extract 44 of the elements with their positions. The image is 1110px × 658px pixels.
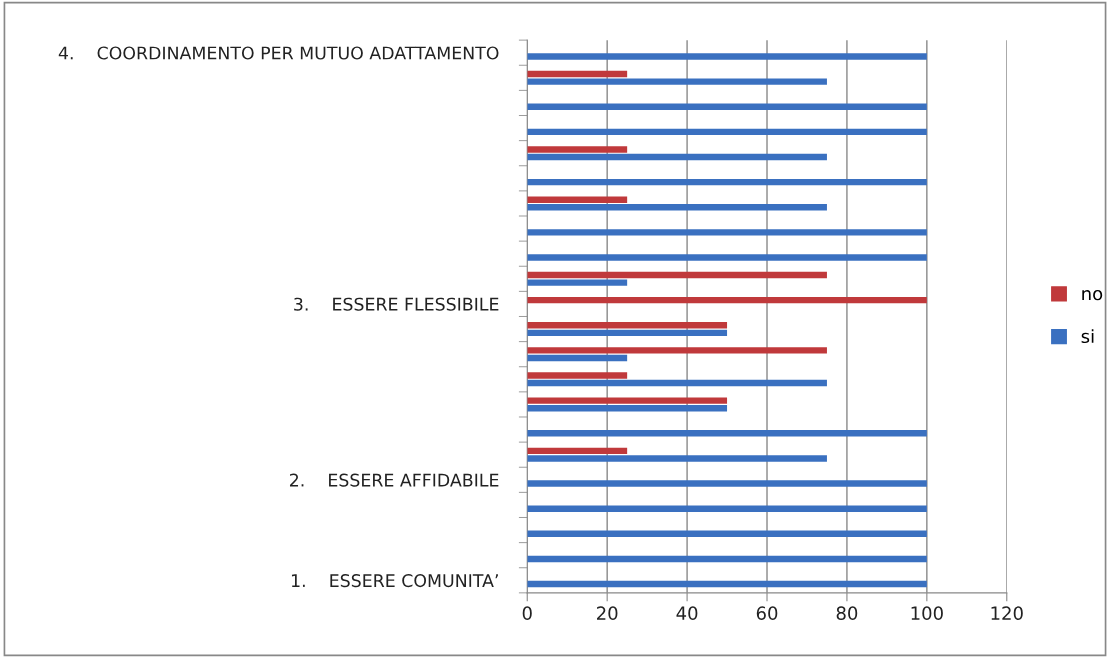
x-tick-label: 20 — [597, 606, 618, 621]
bar — [527, 455, 827, 462]
bar — [527, 128, 927, 136]
y-tick-label: 4. COORDINAMENTO PER MUTUO ADATTAMENTO — [58, 46, 499, 60]
bar — [527, 271, 827, 279]
x-tick-label: 60 — [756, 606, 778, 621]
bar — [527, 70, 628, 78]
y-tick-label: 2. ESSERE AFFIDABILE — [289, 473, 499, 487]
y-tick-label: 3. ESSERE FLESSIBILE — [294, 297, 499, 311]
bar — [527, 447, 628, 455]
bar — [527, 354, 628, 362]
bar — [527, 480, 927, 487]
legend-label: no — [1082, 289, 1103, 301]
bar — [527, 204, 827, 211]
bar — [527, 379, 827, 387]
bar — [527, 196, 628, 203]
y-tick-label: 1. ESSERE COMUNITA’ — [291, 574, 498, 588]
bar — [527, 229, 927, 236]
bar — [527, 430, 927, 437]
legend-label: si — [1081, 329, 1094, 344]
bar — [527, 329, 728, 337]
bar — [527, 372, 628, 379]
bar — [527, 530, 927, 538]
bar — [527, 103, 927, 110]
x-tick-label: 80 — [836, 606, 858, 621]
bar — [527, 178, 927, 186]
bar — [527, 322, 728, 329]
bar — [527, 146, 628, 153]
bar — [527, 347, 827, 354]
bar — [527, 254, 927, 261]
bar — [527, 78, 827, 85]
bar — [527, 53, 927, 60]
bar — [527, 505, 927, 512]
bar — [527, 296, 927, 304]
x-tick-label: 0 — [522, 606, 532, 621]
bar — [527, 405, 728, 412]
bar — [527, 397, 728, 404]
x-tick-label: 100 — [911, 606, 943, 621]
x-tick-label: 120 — [991, 606, 1023, 621]
bar — [527, 153, 827, 161]
bar — [527, 279, 628, 286]
bar — [527, 555, 927, 563]
x-tick-label: 40 — [676, 606, 698, 621]
bar — [527, 580, 927, 588]
